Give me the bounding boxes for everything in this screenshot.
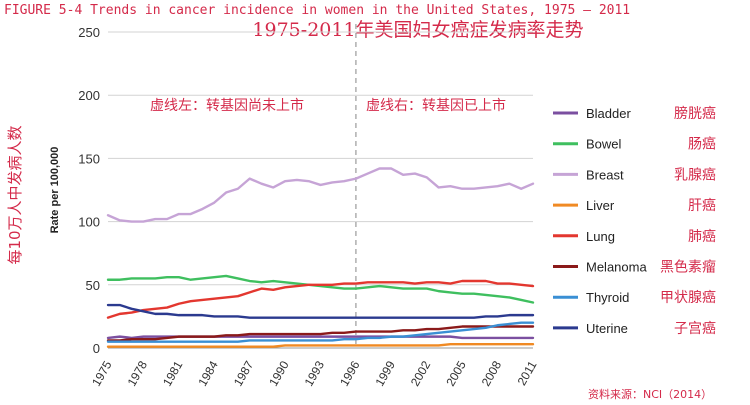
x-tick-label: 1975	[89, 358, 115, 388]
legend-chinese-label-thyroid: 甲状腺癌	[660, 290, 716, 306]
legend-label-liver: Liver	[586, 198, 615, 213]
y-tick-label: 50	[86, 278, 100, 293]
legend-chinese-label-liver: 肝癌	[688, 198, 716, 214]
left-note: 虚线左：转基因尚未上市	[150, 97, 304, 114]
chinese-y-axis-label: 每10万人中发病人数	[6, 125, 24, 264]
series-line-lung	[106, 279, 535, 319]
legend: Bladder 膀胱癌 Bowel 肠癌 Breast 乳腺癌 Liver 肝癌 Lung 肺癌 M…	[553, 105, 716, 337]
y-tick-label: 100	[78, 215, 100, 230]
source-note: 资料来源：NCI（2014）	[588, 387, 712, 401]
x-tick-label: 2002	[408, 358, 434, 388]
legend-chinese-label-breast: 乳腺癌	[674, 167, 716, 183]
y-tick-label: 150	[78, 151, 100, 166]
y-tick-label: 200	[78, 88, 100, 103]
x-tick-label: 1993	[302, 358, 328, 388]
series-line-liver	[106, 343, 535, 348]
legend-label-breast: Breast	[586, 167, 624, 182]
legend-chinese-label-bowel: 肠癌	[688, 137, 716, 153]
series-line-melanoma	[106, 325, 535, 342]
x-tick-label: 1987	[231, 358, 257, 388]
chinese-title: 1975-2011年美国妇女癌症发病率走势	[252, 19, 583, 41]
legend-label-lung: Lung	[586, 229, 615, 244]
legend-label-uterine: Uterine	[586, 321, 628, 336]
x-tick-label: 1990	[266, 358, 292, 388]
figure-title: FIGURE 5-4 Trends in cancer incidence in…	[4, 3, 630, 18]
series-line-breast	[106, 167, 535, 223]
series-line-bowel	[106, 274, 535, 304]
x-tick-label: 2005	[443, 358, 469, 388]
legend-label-bowel: Bowel	[586, 137, 622, 152]
grid-lines	[108, 31, 533, 349]
legend-chinese-label-lung: 肺癌	[688, 229, 716, 245]
x-tick-label: 1999	[372, 358, 398, 388]
y-axis-label: Rate per 100,000	[49, 147, 61, 234]
x-tick-label: 1996	[337, 358, 363, 388]
x-tick-label: 2011	[515, 358, 540, 388]
legend-label-melanoma: Melanoma	[586, 260, 647, 275]
y-tick-label: 0	[93, 341, 100, 356]
legend-chinese-label-bladder: 膀胱癌	[674, 105, 716, 122]
legend-label-bladder: Bladder	[586, 106, 631, 121]
series-line-thyroid	[106, 321, 535, 343]
x-tick-label: 1981	[160, 358, 186, 388]
legend-chinese-label-melanoma: 黑色素瘤	[660, 259, 716, 276]
series-line-uterine	[106, 303, 535, 319]
legend-label-thyroid: Thyroid	[586, 290, 629, 305]
right-note: 虚线右：转基因已上市	[366, 97, 506, 114]
y-tick-labels: 0 50 100 150 200 250	[78, 25, 100, 356]
x-tick-label: 1978	[125, 358, 151, 388]
x-tick-label: 1984	[195, 358, 221, 388]
y-tick-label: 250	[78, 25, 100, 40]
legend-chinese-label-uterine: 子宫癌	[674, 321, 716, 337]
series-lines	[106, 167, 535, 348]
x-tick-labels: 1975 1978 1981 1984 1987 1990 1993 1996 1999 2002…	[89, 358, 540, 388]
x-tick-label: 2008	[479, 358, 505, 388]
